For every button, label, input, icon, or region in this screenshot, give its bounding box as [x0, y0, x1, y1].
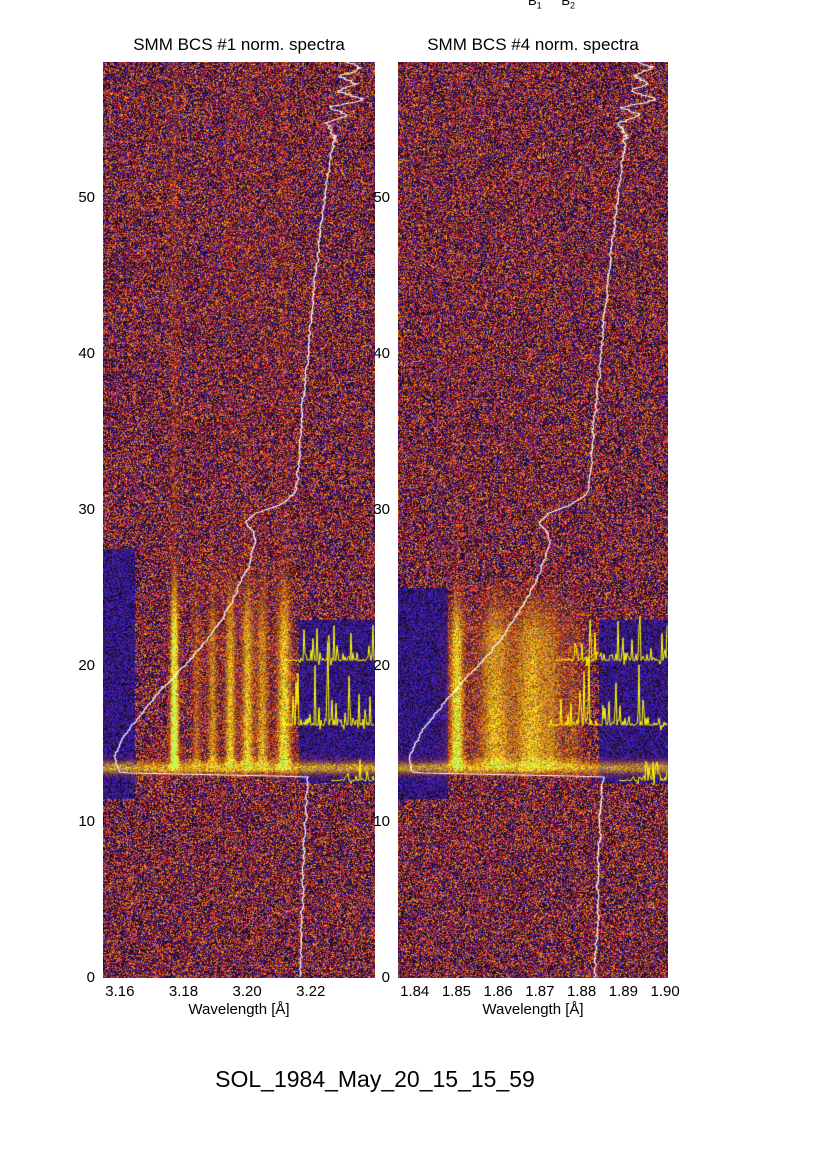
- x-tick-label: 1.89: [608, 983, 638, 1000]
- channel-labels: B1 B2: [528, 0, 591, 11]
- channel-b2-sub: 2: [569, 0, 575, 11]
- y-tick-label: 20: [78, 656, 95, 674]
- y-tick-label: 0: [86, 969, 95, 986]
- y-tick-label: 40: [373, 344, 390, 362]
- x-tick-label: 3.20: [232, 983, 262, 1000]
- panel2-xaxis-label: Wavelength [Å]: [482, 1001, 584, 1018]
- x-tick-label: 1.86: [483, 983, 513, 1000]
- channel-b2-base: B: [561, 0, 570, 8]
- channel-b1-label: B1: [528, 0, 542, 11]
- y-tick-label: 0: [381, 969, 390, 986]
- x-tick-label: 3.22: [296, 983, 326, 1000]
- y-tick-label: 30: [373, 500, 390, 518]
- y-tick-label: 40: [78, 344, 95, 362]
- panel1-title: SMM BCS #1 norm. spectra: [133, 35, 345, 54]
- y-tick-label: 30: [78, 500, 95, 518]
- y-tick-label: 50: [373, 188, 390, 206]
- x-tick-label: 1.90: [650, 983, 680, 1000]
- x-tick-label: 1.87: [525, 983, 555, 1000]
- x-tick-label: 1.88: [567, 983, 597, 1000]
- x-tick-label: 1.85: [441, 983, 472, 1000]
- panel2-title: SMM BCS #4 norm. spectra: [427, 35, 639, 54]
- panel1-spectrogram-canvas: [103, 62, 375, 978]
- figure-caption: SOL_1984_May_20_15_15_59: [215, 1066, 535, 1092]
- y-tick-label: 10: [373, 812, 390, 830]
- channel-b1-base: B: [528, 0, 537, 8]
- y-tick-label: 20: [373, 656, 390, 674]
- x-tick-label: 3.16: [105, 983, 135, 1000]
- x-tick-label: 1.84: [400, 983, 430, 1000]
- channel-b1-sub: 1: [536, 0, 542, 11]
- panel1-xaxis-label: Wavelength [Å]: [188, 1001, 290, 1018]
- y-tick-label: 50: [78, 188, 95, 206]
- x-tick-label: 3.18: [168, 983, 199, 1000]
- panel2-spectrogram-canvas: [398, 62, 668, 978]
- y-tick-label: 10: [78, 812, 95, 830]
- channel-b2-label: B2: [561, 0, 575, 11]
